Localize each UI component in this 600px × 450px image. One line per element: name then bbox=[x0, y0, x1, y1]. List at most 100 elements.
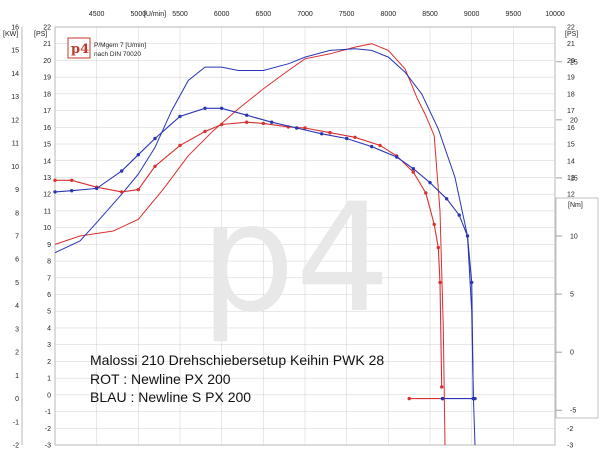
blue-torque-point bbox=[95, 186, 99, 191]
annotation-red: ROT : Newline PX 200 bbox=[90, 371, 231, 387]
nm-tick-label: 5 bbox=[570, 292, 574, 299]
kw-unit: [KW] bbox=[3, 31, 18, 38]
blue-torque-point bbox=[395, 155, 399, 159]
ps-left-tick-label: 7 bbox=[47, 275, 51, 282]
ps-left-tick-label: 12 bbox=[43, 192, 51, 199]
red-torque-point bbox=[436, 245, 440, 250]
ps-left-tick-label: 1 bbox=[47, 376, 51, 383]
ps-right-tick-label: 16 bbox=[567, 125, 575, 132]
kw-tick-label: 11 bbox=[12, 141, 19, 148]
ps-left-tick-label: 22 bbox=[43, 25, 51, 32]
red-torque-point bbox=[438, 280, 442, 285]
ps-right-tick-label: 14 bbox=[567, 158, 575, 165]
ps-right-tick-label: 17 bbox=[567, 108, 575, 115]
kw-tick-label: 12 bbox=[11, 117, 19, 124]
kw-tick-label: 6 bbox=[15, 257, 19, 264]
logo-box bbox=[67, 37, 91, 59]
ps-right-tick-label: -3 bbox=[567, 443, 573, 450]
ps-left-tick-label: 14 bbox=[43, 158, 51, 165]
kw-tick-label: 7 bbox=[15, 234, 19, 241]
ps-left-tick-label: 16 bbox=[43, 125, 51, 132]
nm-unit: [Nm] bbox=[568, 202, 583, 209]
kw-tick-label: 8 bbox=[15, 210, 19, 217]
blue-torque-point bbox=[153, 136, 157, 141]
kw-tick-label: 15 bbox=[11, 48, 19, 55]
x-tick-label: 5500 bbox=[172, 11, 188, 18]
x-tick-label: 6000 bbox=[214, 11, 230, 18]
red-torque-point bbox=[411, 170, 415, 174]
kw-tick-label: 9 bbox=[15, 187, 19, 194]
blue-power-line bbox=[54, 48, 476, 446]
blue-torque-point bbox=[428, 180, 432, 185]
ps-left-tick-label: 3 bbox=[47, 342, 51, 349]
nm-tick-label: 15 bbox=[570, 175, 578, 182]
ps-right-tick-label: 13 bbox=[567, 175, 575, 182]
ps-right-tick-label: 21 bbox=[567, 41, 575, 48]
red-torque-point bbox=[424, 191, 428, 195]
blue-torque-point bbox=[465, 234, 470, 238]
ps-left-tick-label: 9 bbox=[47, 242, 51, 249]
kw-tick-label: -2 bbox=[13, 443, 19, 450]
red-torque-point bbox=[70, 178, 74, 182]
red-torque-point bbox=[53, 178, 57, 182]
ps-right-tick-label: -2 bbox=[567, 426, 573, 433]
blue-torque-point bbox=[120, 169, 124, 173]
ps-left-tick-label: 17 bbox=[43, 108, 51, 115]
kw-tick-label: 10 bbox=[11, 164, 19, 171]
grid bbox=[54, 26, 556, 446]
ps-left-tick-label: 15 bbox=[43, 142, 51, 149]
red-torque-point bbox=[153, 164, 157, 168]
ps-right-unit: [PS] bbox=[565, 31, 578, 38]
ps-right-tick-label: 19 bbox=[567, 75, 575, 82]
kw-tick-label: 5 bbox=[15, 280, 19, 287]
x-tick-label: 8000 bbox=[381, 11, 397, 18]
blue-torque-point bbox=[70, 189, 74, 193]
x-tick-label: 4500 bbox=[89, 11, 105, 18]
blue-torque-point bbox=[411, 167, 415, 171]
red-torque-point bbox=[378, 143, 382, 148]
nm-tick-label: 10 bbox=[570, 234, 578, 241]
legend-header: p4 P/Mgem 7 [U/min] nach DIN 70020 bbox=[67, 37, 146, 59]
ps-left-tick-label: 5 bbox=[47, 309, 51, 316]
nm-tick-label: -5 bbox=[570, 408, 576, 415]
ps-left-tick-label: 13 bbox=[43, 175, 51, 182]
x-tick-label: 10000 bbox=[545, 11, 565, 18]
x-axis-unit: [U/min] bbox=[144, 11, 166, 18]
header-line-1: P/Mgem 7 [U/min] bbox=[94, 42, 146, 49]
blue-baseline-point bbox=[473, 396, 477, 401]
nm-tick-label: 0 bbox=[570, 350, 574, 357]
red-torque-point bbox=[245, 120, 249, 124]
nm-tick-label: 20 bbox=[570, 117, 578, 124]
ps-left-tick-label: 6 bbox=[47, 292, 51, 299]
red-baseline-point bbox=[407, 396, 411, 401]
x-tick-label: 8500 bbox=[422, 11, 438, 18]
ps-left-tick-label: -3 bbox=[45, 443, 51, 450]
blue-torque-point bbox=[178, 114, 182, 119]
kw-tick-label: 3 bbox=[15, 326, 19, 333]
annotation-block: Malossi 210 Drehschiebersetup Keihin PWK… bbox=[90, 352, 384, 405]
header-line-2: nach DIN 70020 bbox=[94, 51, 141, 58]
blue-torque-point bbox=[136, 153, 140, 157]
x-tick-label: 9500 bbox=[506, 11, 522, 18]
red-torque-point bbox=[303, 126, 307, 130]
kw-tick-label: 16 bbox=[11, 25, 19, 32]
blue-torque-point bbox=[457, 213, 461, 217]
ps-right-tick-label: 18 bbox=[567, 91, 575, 98]
ps-left-tick-label: 10 bbox=[43, 225, 51, 232]
ps-left-tick-label: 20 bbox=[43, 58, 51, 65]
kw-tick-label: 4 bbox=[15, 303, 19, 310]
x-tick-label: 9000 bbox=[464, 11, 480, 18]
logo-p4: p4 bbox=[71, 42, 89, 57]
x-tick-label: 7500 bbox=[339, 11, 355, 18]
red-torque-point bbox=[120, 190, 124, 194]
ps-left-tick-label: 0 bbox=[47, 392, 51, 399]
red-torque-point bbox=[440, 385, 444, 389]
red-torque-point bbox=[136, 187, 140, 192]
nm-axis-box bbox=[555, 197, 599, 419]
watermark-p4: p4 bbox=[200, 172, 391, 346]
red-torque-point bbox=[261, 121, 265, 126]
ps-right-tick-label: 15 bbox=[567, 142, 575, 149]
blue-torque-point bbox=[203, 106, 207, 111]
x-tick-label: 7000 bbox=[297, 11, 313, 18]
